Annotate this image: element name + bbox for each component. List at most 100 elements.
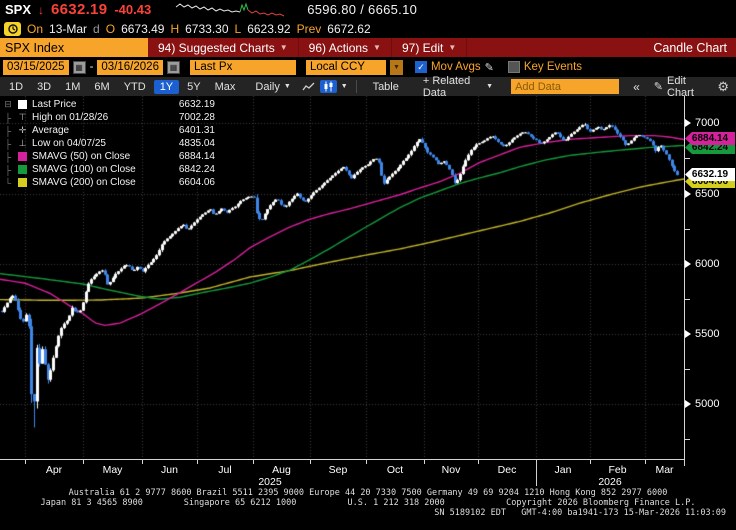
calendar-icon[interactable]: ▦ bbox=[72, 60, 86, 74]
currency-select[interactable]: Local CCY bbox=[305, 59, 386, 75]
currency-caret[interactable]: ▼ bbox=[389, 59, 403, 75]
mov-avgs-checkbox[interactable]: ✓ bbox=[414, 61, 427, 73]
prev-value: 6672.62 bbox=[327, 21, 371, 36]
legend-high[interactable]: ├ ⊤ High on 01/28/26 7002.28 bbox=[4, 112, 215, 123]
sma50-square-icon bbox=[17, 152, 28, 161]
price-chart-canvas[interactable] bbox=[0, 96, 684, 463]
x-tick bbox=[197, 460, 198, 464]
settings-row: 03/15/2025 ▦ - 03/16/2026 ▦ Last Px Loca… bbox=[0, 57, 736, 77]
y-tick-arrow bbox=[685, 189, 691, 198]
candle-chart-type-button[interactable] bbox=[319, 80, 337, 93]
menu-edit[interactable]: 97) Edit ▼ bbox=[392, 38, 468, 57]
x-tick bbox=[366, 460, 367, 464]
x-tick bbox=[478, 460, 479, 464]
price-field-select[interactable]: Last Px bbox=[189, 59, 296, 75]
range-button-ytd[interactable]: YTD bbox=[123, 80, 146, 93]
chevron-down-icon: ▼ bbox=[373, 43, 381, 52]
footer-session-line: SN 5189102 EDT GMT-4:00 ba1941-173 15-Ma… bbox=[434, 508, 726, 518]
axis-price-badge: 6884.14 bbox=[685, 132, 735, 145]
x-month-label: Apr bbox=[45, 464, 63, 476]
chart-legend[interactable]: ⊟ Last Price 6632.19 ├ ⊤ High on 01/28/26… bbox=[3, 98, 215, 189]
legend-low[interactable]: ├ ⊥ Low on 04/07/25 4835.04 bbox=[4, 138, 215, 149]
x-tick bbox=[424, 460, 425, 464]
gear-icon[interactable]: ⚙ bbox=[717, 78, 729, 94]
y-tick-label: 5000 bbox=[695, 398, 720, 411]
y-tick-arrow bbox=[685, 259, 691, 268]
range-button-1m[interactable]: 1M bbox=[65, 80, 81, 93]
x-tick bbox=[25, 460, 26, 464]
edit-mov-avgs-pencil-icon[interactable]: ✎ bbox=[484, 61, 494, 74]
chevron-down-icon: ▼ bbox=[279, 43, 288, 52]
ohlc-bar: On 13-Mar d O 6673.49 H 6733.30 L 6623.9… bbox=[0, 19, 736, 38]
legend-average[interactable]: ├ ✛ Average 6401.31 bbox=[4, 125, 215, 136]
x-month-label: Sep bbox=[328, 464, 348, 476]
range-buttons: 1D 3D 1M 6M YTD 1Y 5Y Max bbox=[3, 79, 241, 94]
y-axis: 7000 6500 6000 5500 5000 bbox=[684, 96, 736, 466]
date-to-field[interactable]: 03/16/2026 bbox=[97, 59, 163, 75]
legend-collapse-icon[interactable]: ⊟ bbox=[4, 99, 12, 109]
security-tab[interactable]: SPX Index bbox=[0, 38, 148, 57]
function-title: Candle Chart bbox=[653, 40, 727, 55]
last-price: 6632.19 bbox=[51, 1, 108, 18]
x-axis-line bbox=[0, 459, 685, 460]
bid-ask: 6596.80 / 6665.10 bbox=[307, 2, 418, 17]
y-tick-label: 7000 bbox=[695, 117, 720, 130]
x-month-label: Dec bbox=[497, 464, 517, 476]
chart-type-caret[interactable]: ▼ bbox=[340, 83, 348, 90]
y-tick-arrow bbox=[685, 119, 691, 128]
date-from-field[interactable]: 03/15/2025 bbox=[3, 59, 69, 75]
chart-toolbar: 1D 3D 1M 6M YTD 1Y 5Y Max Daily ▼ ▼ Table + Rela… bbox=[0, 75, 736, 99]
x-tick bbox=[83, 460, 84, 464]
legend-sma50[interactable]: ├ SMAVG (50) on Close 6884.14 bbox=[4, 151, 215, 162]
quote-bar: SPX ↓ 6632.19 -40.43 6596.80 / 6665.10 bbox=[0, 0, 736, 19]
low-value: 6623.92 bbox=[247, 21, 291, 36]
period-select[interactable]: Daily ▼ bbox=[255, 80, 291, 93]
sma100-square-icon bbox=[17, 165, 28, 174]
pencil-icon: ✎ bbox=[653, 81, 663, 93]
line-chart-type-button[interactable] bbox=[299, 81, 318, 93]
y-tick-label: 6500 bbox=[695, 187, 720, 200]
range-button-5y[interactable]: 5Y bbox=[187, 80, 201, 93]
key-events-checkbox[interactable] bbox=[507, 61, 520, 73]
open-label: O bbox=[105, 21, 116, 36]
x-month-label: Nov bbox=[441, 464, 461, 476]
x-tick bbox=[590, 460, 591, 464]
edit-chart-button[interactable]: ✎ Edit Chart bbox=[653, 74, 694, 99]
related-data-button[interactable]: + Related Data ▼ bbox=[422, 74, 494, 99]
x-month-label: Jun bbox=[161, 464, 178, 476]
quote-date: 13-Mar bbox=[49, 21, 88, 36]
x-year-label: 2026 bbox=[598, 476, 622, 488]
x-tick bbox=[645, 460, 646, 464]
y-tick-label: 5500 bbox=[695, 328, 720, 341]
open-value: 6673.49 bbox=[121, 21, 165, 36]
calendar-icon[interactable]: ▦ bbox=[166, 60, 180, 74]
y-tick-minor bbox=[685, 228, 690, 230]
x-month-label: Aug bbox=[272, 464, 291, 476]
down-arrow-icon: ↓ bbox=[38, 2, 45, 17]
x-month-label: Feb bbox=[608, 464, 627, 476]
legend-last-price[interactable]: ⊟ Last Price 6632.19 bbox=[4, 99, 215, 110]
price-change: -40.43 bbox=[114, 2, 152, 17]
legend-sma100[interactable]: ├ SMAVG (100) on Close 6842.24 bbox=[4, 164, 215, 175]
range-button-1y[interactable]: 1Y bbox=[153, 79, 180, 94]
legend-sma200[interactable]: └ SMAVG (200) on Close 6604.06 bbox=[4, 177, 215, 188]
add-data-input[interactable] bbox=[511, 79, 620, 94]
collapse-button[interactable]: « bbox=[633, 79, 640, 94]
range-button-6m[interactable]: 6M bbox=[94, 80, 110, 93]
y-tick-minor bbox=[685, 439, 690, 441]
range-button-3d[interactable]: 3D bbox=[37, 80, 52, 93]
table-button[interactable]: Table bbox=[372, 80, 399, 93]
mov-avgs-label: Mov Avgs bbox=[430, 61, 481, 73]
x-month-label: Jul bbox=[218, 464, 232, 476]
menu-suggested-charts[interactable]: 94) Suggested Charts ▼ bbox=[148, 38, 299, 57]
intraday-sparkline bbox=[175, 2, 285, 17]
prev-label: Prev bbox=[296, 21, 322, 36]
chevron-down-icon: ▼ bbox=[448, 43, 457, 52]
range-button-max[interactable]: Max bbox=[214, 80, 236, 93]
y-tick-minor bbox=[685, 298, 690, 300]
menu-actions[interactable]: 96) Actions ▼ bbox=[299, 38, 392, 57]
x-tick bbox=[310, 460, 311, 464]
high-marker-icon: ⊤ bbox=[18, 112, 27, 122]
range-button-1d[interactable]: 1D bbox=[9, 80, 24, 93]
y-tick-minor bbox=[685, 369, 690, 371]
